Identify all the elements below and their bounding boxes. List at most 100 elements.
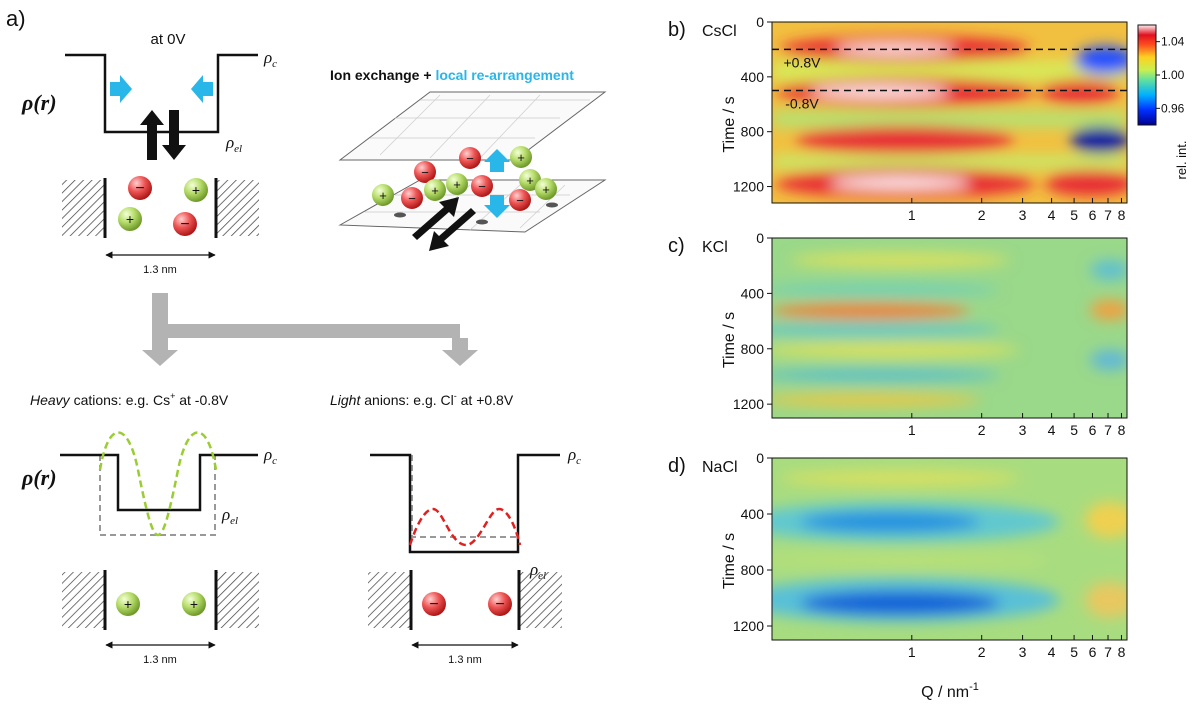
label: el	[234, 143, 242, 155]
shape	[168, 324, 460, 338]
y-tick-label: 1200	[733, 179, 764, 195]
colorbar	[1138, 25, 1156, 125]
y-tick-label: 800	[741, 341, 765, 357]
y-tick-label: 0	[756, 14, 764, 30]
y-tick-label: 400	[741, 506, 765, 522]
shape	[191, 75, 213, 103]
shape	[546, 203, 558, 208]
x-tick-label: 1	[908, 422, 916, 438]
label: Heavy cations: e.g. Cs+ at -0.8V	[30, 391, 229, 408]
x-tick-label: 5	[1070, 207, 1078, 223]
shape	[772, 110, 1127, 128]
label: ρc	[567, 445, 581, 467]
y-tick-label: 0	[756, 450, 764, 466]
shape	[1070, 127, 1130, 153]
y-tick-label: 1200	[733, 618, 764, 634]
shape	[476, 220, 488, 225]
shape	[760, 342, 1020, 358]
shape	[750, 552, 1050, 568]
x-tick-label: 1	[908, 207, 916, 223]
shape	[800, 512, 980, 532]
shape	[800, 591, 1000, 615]
label: ρ(r)	[21, 465, 57, 490]
shape	[368, 572, 410, 628]
shape	[162, 110, 186, 160]
x-tick-label: 1	[908, 644, 916, 660]
annotation-label: -0.8V	[785, 96, 819, 112]
y-axis-label: Time / s	[721, 96, 738, 152]
label: −	[421, 165, 429, 180]
y-tick-label: 0	[756, 230, 764, 246]
x-tick-label: 8	[1118, 644, 1126, 660]
label: −	[466, 151, 474, 166]
shape	[412, 455, 518, 537]
shape	[830, 177, 970, 189]
panel-a: a) at 0V ρc ρel ρ(r) − + + − 1.3 nm Ion …	[6, 6, 605, 666]
label: Ion exchange +	[330, 67, 435, 83]
x-tick-label: 4	[1048, 207, 1056, 223]
salt-label: KCl	[702, 239, 728, 256]
y-tick-label: 1200	[733, 396, 764, 412]
y-tick-label: 400	[741, 69, 765, 85]
label: +	[126, 211, 134, 227]
label: ρ	[567, 445, 576, 464]
label: +	[379, 188, 387, 203]
label: 1.3 nm	[143, 654, 177, 666]
shape	[772, 155, 1127, 169]
colorbar-tick-label: 1.04	[1161, 35, 1185, 49]
x-tick-label: 3	[1019, 422, 1027, 438]
shape	[442, 338, 478, 366]
label: ρel	[221, 505, 238, 527]
label: local re-arrangement	[435, 67, 574, 83]
label: at 0V	[150, 31, 185, 48]
panel-label: c)	[668, 235, 685, 257]
label: ρel	[225, 133, 242, 155]
shape	[520, 572, 562, 628]
panel-label: d)	[668, 455, 686, 477]
x-tick-label: 7	[1104, 644, 1112, 660]
y-tick-label: 400	[741, 285, 765, 301]
label: cations: e.g. Cs	[70, 392, 170, 408]
shape	[1075, 46, 1135, 74]
label: at -0.8V	[175, 392, 229, 408]
shape	[772, 60, 1127, 82]
x-axis-label: Q / nm-1	[921, 681, 979, 701]
shape	[1040, 80, 1120, 104]
label: ρc	[263, 445, 277, 467]
shape	[1045, 170, 1135, 196]
y-tick-label: 800	[741, 562, 765, 578]
shape	[217, 180, 259, 236]
shape	[65, 55, 258, 132]
x-tick-label: 8	[1118, 207, 1126, 223]
annotation-label: +0.8V	[784, 54, 822, 70]
label: +	[542, 182, 550, 197]
shape	[394, 213, 406, 218]
x-tick-label: 2	[978, 644, 986, 660]
shape	[780, 470, 1020, 486]
x-tick-label: 3	[1019, 644, 1027, 660]
shape	[217, 572, 259, 628]
x-axis-label-sup: -1	[969, 681, 979, 693]
colorbar-tick-label: 1.00	[1161, 68, 1185, 82]
shape	[790, 252, 1010, 268]
label: c	[576, 455, 581, 467]
x-tick-label: 8	[1118, 422, 1126, 438]
x-tick-label: 7	[1104, 422, 1112, 438]
page: {"figure": { "panel_a": { "label": "a)",…	[0, 0, 1194, 704]
heatmap-image	[740, 238, 1130, 418]
shape	[410, 509, 520, 545]
label: +	[526, 173, 534, 188]
shape	[1090, 300, 1130, 320]
x-axis-label-text: Q / nm	[921, 684, 969, 701]
figure: a) at 0V ρc ρel ρ(r) − + + − 1.3 nm Ion …	[0, 0, 1194, 704]
label: Light	[330, 392, 361, 408]
label: −	[516, 193, 524, 208]
shape	[772, 36, 1135, 198]
label: −	[135, 180, 144, 197]
label: +	[431, 183, 439, 198]
shape	[1090, 350, 1130, 370]
y-axis-label: Time / s	[721, 533, 738, 589]
label: Light anions: e.g. Cl- at +0.8V	[330, 391, 514, 408]
label: +	[192, 182, 200, 198]
label: at +0.8V	[457, 392, 514, 408]
